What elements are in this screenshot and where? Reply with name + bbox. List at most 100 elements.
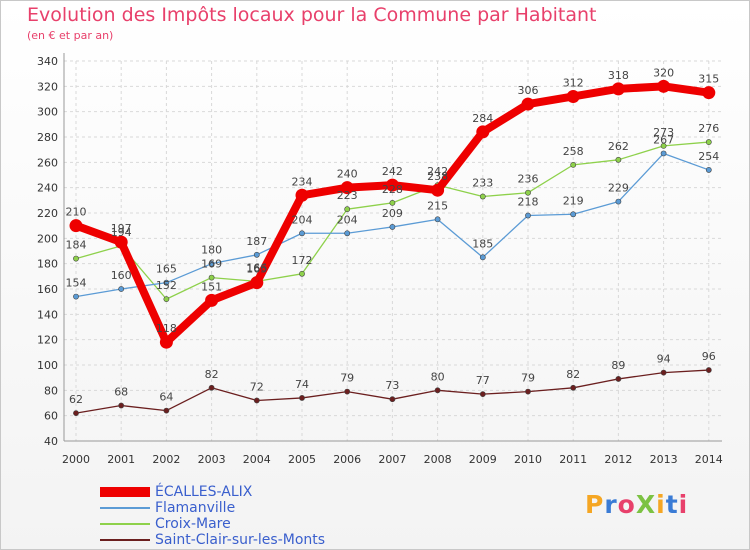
legend-swatch [100,523,150,525]
data-label: 262 [608,140,629,153]
y-tick-label: 140 [37,308,58,321]
data-label: 82 [566,368,580,381]
data-point [702,86,716,100]
data-point [570,161,577,168]
data-point [159,335,173,349]
data-label: 62 [69,393,83,406]
data-label: 73 [385,379,399,392]
data-label: 165 [156,263,177,276]
data-label: 68 [114,386,128,399]
data-label: 204 [292,213,313,226]
data-label: 79 [340,372,354,385]
data-label: 209 [382,207,403,220]
logo-letter: X [635,490,657,519]
data-point [344,388,351,395]
x-tick-label: 2008 [424,453,452,466]
data-point [208,274,215,281]
data-point [208,384,215,391]
y-tick-label: 320 [37,80,58,93]
data-label: 242 [382,165,403,178]
data-point [163,279,170,286]
data-label: 152 [156,279,177,292]
data-label: 154 [66,277,87,290]
data-label: 223 [337,189,358,202]
y-tick-label: 240 [37,182,58,195]
x-tick-label: 2002 [152,453,180,466]
x-tick-label: 2000 [62,453,90,466]
data-label: 74 [295,378,309,391]
data-point [521,97,535,111]
x-tick-label: 2011 [559,453,587,466]
data-point [114,235,128,249]
data-label: 187 [246,235,267,248]
data-point [660,150,667,157]
data-point [118,402,125,409]
data-label: 240 [337,168,358,181]
chart-subtitle: (en € et par an) [27,29,114,42]
data-label: 254 [698,150,719,163]
y-tick-label: 300 [37,106,58,119]
data-label: 197 [111,222,132,235]
data-label: 185 [472,237,493,250]
data-point [479,254,486,261]
data-point [431,183,445,197]
data-label: 151 [201,280,222,293]
x-tick-label: 2004 [243,453,271,466]
data-label: 267 [653,133,674,146]
data-label: 169 [201,258,222,271]
data-label: 219 [563,194,584,207]
data-label: 172 [292,254,313,267]
data-label: 160 [111,269,132,282]
legend-label: Croix-Mare [155,516,231,532]
y-tick-label: 100 [37,359,58,372]
data-point [344,206,351,213]
data-point [615,376,622,382]
x-tick-label: 2012 [604,453,632,466]
data-label: 276 [698,122,719,135]
data-point [476,125,490,139]
y-tick-label: 160 [37,283,58,296]
data-point [163,296,170,303]
data-point [615,198,622,205]
data-label: 79 [521,372,535,385]
logo-letter: i [656,490,666,519]
y-tick-label: 280 [37,131,58,144]
x-tick-label: 2005 [288,453,316,466]
data-point [570,211,577,218]
data-label: 94 [657,353,671,366]
data-label: 273 [653,126,674,139]
x-tick-label: 2010 [514,453,542,466]
data-label: 72 [250,380,264,393]
data-point [299,230,305,237]
data-point [705,167,712,173]
chart-title: Evolution des Impôts locaux pour la Comm… [27,4,597,26]
logo-letter: o [617,490,636,519]
data-point [295,188,309,202]
legend-label: Flamanville [155,500,236,516]
data-label: 242 [427,165,448,178]
data-point [615,156,622,163]
x-tick-label: 2009 [469,453,497,466]
x-tick-label: 2013 [650,453,678,466]
data-label: 238 [427,170,448,183]
data-point [340,181,354,195]
data-label: 229 [608,182,629,195]
data-point [163,407,170,414]
legend-swatch [100,507,150,509]
chart-axes: 40 60 80 100 120 140 160 180 200 220 240 260 280 300 3… [37,53,723,466]
data-point [434,216,441,223]
chart-series [69,79,716,417]
data-point [660,369,667,376]
data-point [566,89,580,103]
data-point [73,293,79,300]
data-label: 194 [111,226,132,239]
data-label: 234 [292,175,313,188]
data-label: 180 [201,244,222,257]
data-point [479,391,486,398]
data-point [385,178,399,192]
logo-letter: i [678,490,689,519]
data-label: 184 [66,239,87,252]
data-label: 118 [156,322,177,335]
data-point [389,199,396,206]
